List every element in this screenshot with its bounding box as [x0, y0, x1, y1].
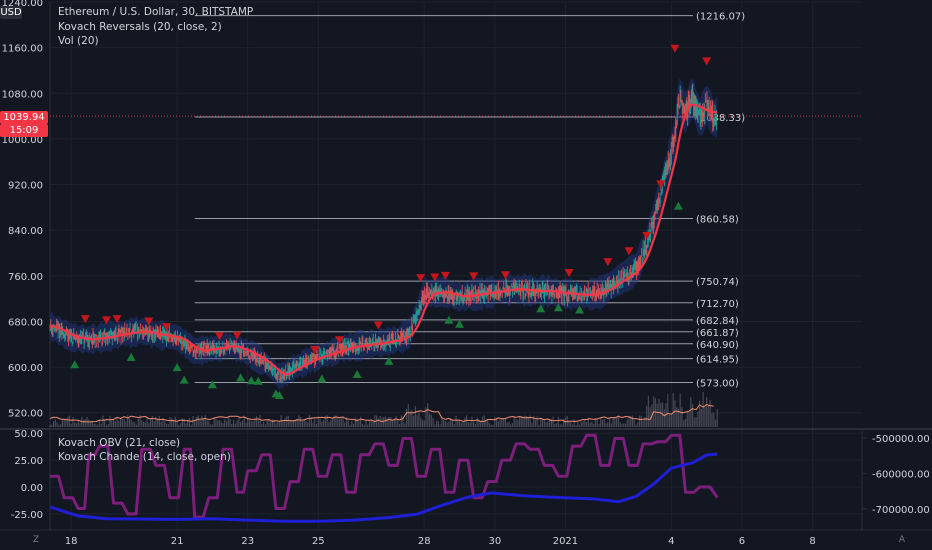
price-tick-label: 760.00 — [8, 272, 43, 283]
sell-signal-marker — [310, 345, 320, 354]
sell-signal-marker — [670, 44, 680, 53]
auto-scale-icon[interactable]: A — [898, 535, 906, 545]
chande-line — [50, 433, 719, 519]
sell-signal-marker — [440, 271, 450, 280]
price-tick-label: 1240.00 — [2, 0, 43, 9]
buy-signal-marker — [207, 380, 217, 389]
sell-signal-marker — [469, 272, 479, 281]
indicator-kovach-chande[interactable]: Kovach Chande (14, close, open) — [58, 451, 231, 463]
chande-tick-label: 25.00 — [14, 456, 43, 467]
price-tick-label: 920.00 — [8, 181, 43, 192]
sell-signal-marker — [603, 258, 613, 267]
obv-tick-label: -700000.00 — [872, 505, 930, 516]
buy-signal-marker — [575, 305, 585, 314]
level-label: (661.87) — [696, 328, 739, 339]
obv-tick-label: -600000.00 — [872, 469, 930, 480]
buy-signal-marker — [179, 375, 189, 384]
buy-signal-marker — [70, 360, 80, 369]
volume-ma-line — [49, 403, 714, 423]
currency-badge[interactable]: USD — [0, 6, 22, 19]
price-tick-label: 520.00 — [8, 409, 43, 420]
symbol-title[interactable]: Ethereum / U.S. Dollar, 30, BITSTAMP — [58, 6, 254, 18]
level-label: (860.58) — [696, 214, 739, 225]
timezone-icon[interactable]: Z — [32, 535, 40, 545]
time-tick-label: 4 — [668, 536, 674, 547]
level-label: (712.70) — [696, 299, 739, 310]
sell-signal-marker — [500, 271, 510, 280]
chande-tick-label: -25.00 — [11, 510, 43, 521]
level-label: (682.84) — [696, 316, 739, 327]
time-tick-label: 21 — [171, 536, 184, 547]
time-tick-label: 23 — [241, 536, 254, 547]
time-tick-label: 25 — [312, 536, 325, 547]
sell-signal-marker — [101, 316, 111, 325]
obv-line — [49, 452, 718, 523]
price-badge: 1039.94 — [0, 111, 48, 124]
sell-signal-marker — [642, 231, 652, 240]
buy-signal-marker — [455, 319, 465, 328]
timer-badge: 15:09 — [0, 124, 48, 137]
time-tick-label: 30 — [488, 536, 501, 547]
price-tick-label: 1160.00 — [2, 44, 43, 55]
indicator-kovach-reversals[interactable]: Kovach Reversals (20, close, 2) — [58, 21, 222, 33]
sell-signal-marker — [624, 247, 634, 256]
chande-tick-label: 50.00 — [14, 429, 43, 440]
moving-average-line — [49, 103, 718, 376]
buy-signal-marker — [274, 391, 284, 400]
sell-signal-marker — [656, 180, 666, 189]
sell-signal-marker — [80, 315, 90, 324]
sell-signal-marker — [564, 268, 574, 277]
sell-signal-marker — [112, 315, 122, 324]
time-tick-label: 6 — [739, 536, 745, 547]
level-label: (573.00) — [696, 379, 739, 390]
price-tick-label: 600.00 — [8, 363, 43, 374]
buy-signal-marker — [236, 373, 246, 382]
sell-signal-marker — [232, 331, 242, 340]
buy-signal-marker — [384, 356, 394, 365]
buy-signal-marker — [536, 304, 546, 313]
buy-signal-marker — [553, 303, 563, 312]
sell-signal-marker — [702, 57, 712, 66]
level-label: (640.90) — [696, 340, 739, 351]
time-tick-label: 2021 — [553, 536, 578, 547]
buy-signal-marker — [172, 363, 182, 372]
level-label: (614.95) — [696, 355, 739, 366]
buy-signal-marker — [126, 352, 136, 361]
buy-signal-marker — [444, 315, 454, 324]
buy-signal-marker — [246, 376, 256, 385]
price-tick-label: 1080.00 — [2, 89, 43, 100]
sell-signal-marker — [430, 273, 440, 282]
buy-signal-marker — [253, 376, 263, 385]
price-tick-label: 840.00 — [8, 226, 43, 237]
level-label: (1216.07) — [696, 12, 745, 23]
sell-signal-marker — [416, 274, 426, 283]
buy-signal-marker — [352, 369, 362, 378]
indicator-kovach-obv[interactable]: Kovach OBV (21, close) — [58, 437, 181, 449]
time-tick-label: 28 — [418, 536, 431, 547]
indicator-volume[interactable]: Vol (20) — [58, 35, 99, 47]
chande-tick-label: 0.00 — [21, 483, 43, 494]
time-tick-label: 18 — [65, 536, 78, 547]
level-label: (1038.33) — [696, 113, 745, 124]
time-tick-label: 8 — [809, 536, 815, 547]
sell-signal-marker — [162, 323, 172, 332]
buy-signal-marker — [317, 374, 327, 383]
obv-tick-label: -500000.00 — [872, 434, 930, 445]
buy-signal-marker — [673, 201, 683, 210]
price-tick-label: 680.00 — [8, 317, 43, 328]
price-tick-label: 1000.00 — [2, 135, 43, 146]
sell-signal-marker — [214, 332, 224, 341]
sell-signal-marker — [373, 321, 383, 330]
sell-signal-marker — [334, 336, 344, 345]
sell-signal-marker — [144, 317, 154, 326]
level-label: (750.74) — [696, 277, 739, 288]
